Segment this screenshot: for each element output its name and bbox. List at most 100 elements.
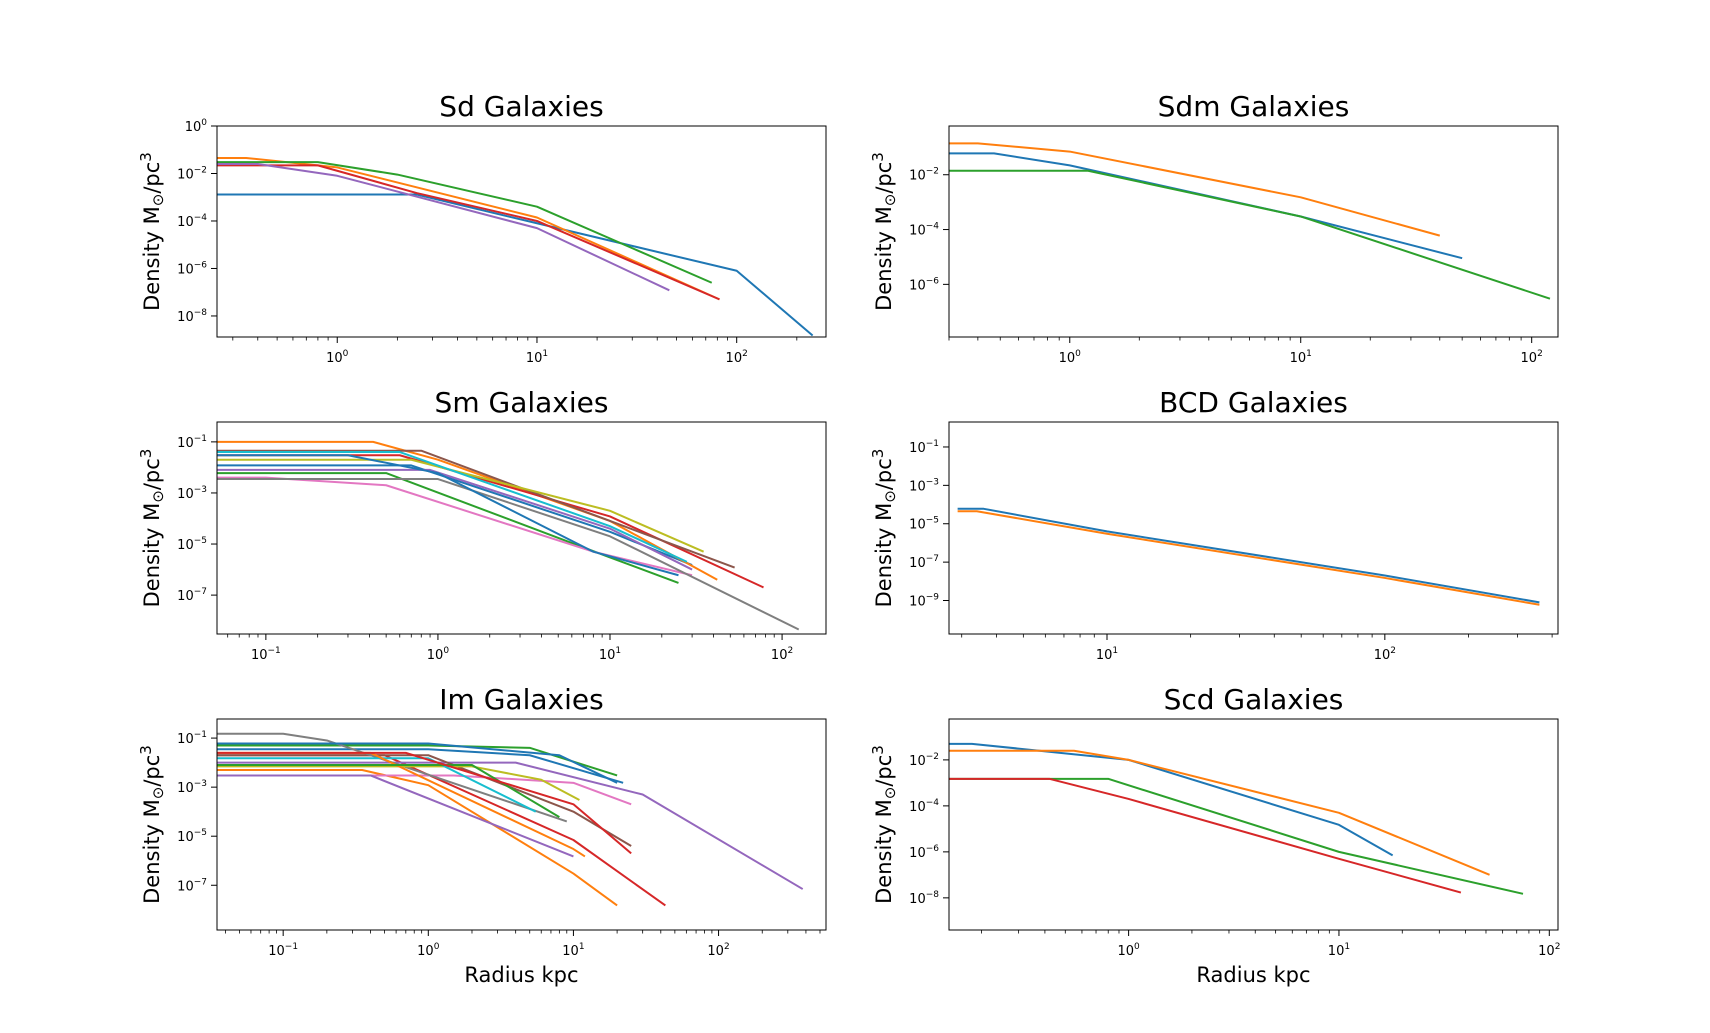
y-axis-label: Density M⊙/pc3 bbox=[137, 745, 167, 904]
subplot-title: Sdm Galaxies bbox=[1158, 90, 1350, 123]
series-line-9 bbox=[217, 765, 580, 801]
y-tick-label: 10−4 bbox=[177, 213, 207, 230]
series-line-5 bbox=[217, 163, 670, 292]
x-tick-label: 101 bbox=[1096, 646, 1118, 663]
subplot-5: 10−1 100 101 102 10−7 10−5 10−3 10−1 Im Galaxies… bbox=[137, 683, 827, 987]
series-line-4 bbox=[217, 754, 666, 907]
y-tick-label: 10−5 bbox=[177, 828, 207, 845]
series-line-10 bbox=[217, 757, 537, 813]
x-axis-label: Radius kpc bbox=[1196, 963, 1310, 987]
x-tick-label: 10−1 bbox=[251, 646, 281, 663]
subplot-6: 100 101 102 10−8 10−6 10−4 10−2 Scd Galaxies Den… bbox=[869, 683, 1560, 987]
series-line-8 bbox=[217, 732, 568, 823]
series-line-3 bbox=[217, 161, 713, 284]
series-line-4 bbox=[949, 777, 1462, 894]
y-tick-label: 10−7 bbox=[909, 554, 939, 571]
y-tick-label: 10−8 bbox=[177, 308, 207, 325]
subplot-title: Im Galaxies bbox=[439, 683, 603, 716]
series-line-1 bbox=[217, 193, 814, 337]
plot-area bbox=[948, 421, 1559, 635]
x-tick-label: 100 bbox=[417, 942, 440, 959]
subplot-2: 100 101 102 10−6 10−4 10−2 Sdm Galaxies Density… bbox=[869, 90, 1559, 366]
y-tick-label: 10−2 bbox=[909, 167, 939, 184]
y-tick-label: 10−2 bbox=[909, 752, 939, 769]
x-tick-label: 101 bbox=[526, 349, 548, 366]
x-tick-label: 102 bbox=[707, 942, 729, 959]
series-line-1 bbox=[949, 152, 1463, 260]
y-tick-label: 100 bbox=[185, 118, 208, 135]
subplot-title: Sd Galaxies bbox=[439, 90, 603, 123]
series-group bbox=[957, 507, 1540, 606]
series-line-7 bbox=[217, 476, 693, 577]
subplot-3: 10−1 100 101 102 10−7 10−5 10−3 10−1 Sm Galaxies… bbox=[137, 386, 827, 663]
x-tick-label: 101 bbox=[599, 646, 621, 663]
x-tick-label: 102 bbox=[1374, 646, 1396, 663]
plot-area bbox=[948, 125, 1559, 338]
x-axis-label: Radius kpc bbox=[464, 963, 578, 987]
x-tick-label: 100 bbox=[326, 349, 349, 366]
subplot-1: 100 101 102 10−8 10−6 10−4 10−2 100 Sd Galaxies D… bbox=[137, 90, 827, 366]
series-line-2 bbox=[949, 749, 1490, 876]
series-line-3 bbox=[949, 169, 1551, 300]
y-tick-label: 10−5 bbox=[909, 516, 939, 533]
x-tick-label: 101 bbox=[562, 942, 584, 959]
plot-area bbox=[948, 718, 1559, 931]
series-line-3 bbox=[217, 472, 679, 584]
series-group bbox=[217, 440, 800, 631]
series-group bbox=[217, 732, 804, 907]
y-tick-label: 10−7 bbox=[177, 877, 207, 894]
x-tick-label: 102 bbox=[1521, 349, 1543, 366]
subplot-title: Scd Galaxies bbox=[1164, 683, 1344, 716]
y-tick-label: 10−4 bbox=[909, 222, 939, 239]
x-tick-label: 10−1 bbox=[268, 942, 298, 959]
series-line-2 bbox=[957, 510, 1540, 606]
series-line-4 bbox=[217, 164, 720, 301]
y-axis-label: Density M⊙/pc3 bbox=[869, 745, 899, 904]
y-tick-label: 10−3 bbox=[177, 485, 207, 502]
subplot-title: BCD Galaxies bbox=[1159, 386, 1348, 419]
x-tick-label: 102 bbox=[726, 349, 748, 366]
y-tick-label: 10−6 bbox=[177, 260, 207, 277]
y-tick-label: 10−2 bbox=[177, 165, 207, 182]
plot-area bbox=[216, 421, 827, 635]
series-group bbox=[949, 142, 1551, 300]
series-line-1 bbox=[217, 748, 624, 784]
y-tick-label: 10−1 bbox=[177, 434, 207, 451]
y-axis-label: Density M⊙/pc3 bbox=[137, 449, 167, 608]
series-line-8 bbox=[217, 478, 800, 631]
y-axis-label: Density M⊙/pc3 bbox=[869, 152, 899, 311]
y-tick-label: 10−1 bbox=[177, 730, 207, 747]
series-line-2 bbox=[949, 142, 1441, 237]
y-tick-label: 10−5 bbox=[177, 536, 207, 553]
series-line-10 bbox=[217, 451, 688, 563]
series-line-9 bbox=[217, 458, 705, 553]
series-line-1 bbox=[957, 507, 1540, 604]
series-line-11 bbox=[217, 742, 618, 784]
x-tick-label: 100 bbox=[1059, 349, 1082, 366]
series-line-15 bbox=[217, 774, 574, 858]
y-axis-label: Density M⊙/pc3 bbox=[137, 152, 167, 311]
series-line-5 bbox=[217, 468, 693, 571]
series-group bbox=[217, 156, 814, 337]
x-tick-label: 100 bbox=[1117, 942, 1140, 959]
series-line-12 bbox=[217, 751, 586, 858]
series-line-4 bbox=[217, 454, 764, 589]
plot-area bbox=[216, 125, 827, 338]
y-tick-label: 10−9 bbox=[909, 593, 939, 610]
series-line-3 bbox=[949, 777, 1524, 895]
y-axis-label: Density M⊙/pc3 bbox=[869, 449, 899, 608]
series-line-2 bbox=[217, 769, 618, 907]
x-tick-label: 101 bbox=[1328, 942, 1350, 959]
plot-area bbox=[216, 718, 827, 931]
series-line-6 bbox=[217, 754, 632, 847]
series-line-11 bbox=[217, 454, 679, 577]
y-tick-label: 10−3 bbox=[177, 779, 207, 796]
series-line-13 bbox=[217, 763, 560, 818]
series-line-7 bbox=[217, 774, 632, 806]
x-tick-label: 100 bbox=[427, 646, 450, 663]
series-line-2 bbox=[217, 440, 718, 581]
y-tick-label: 10−4 bbox=[909, 798, 939, 815]
y-tick-label: 10−3 bbox=[909, 477, 939, 494]
subplot-4: 101 102 10−9 10−7 10−5 10−3 10−1 BCD Galaxies De… bbox=[869, 386, 1559, 663]
